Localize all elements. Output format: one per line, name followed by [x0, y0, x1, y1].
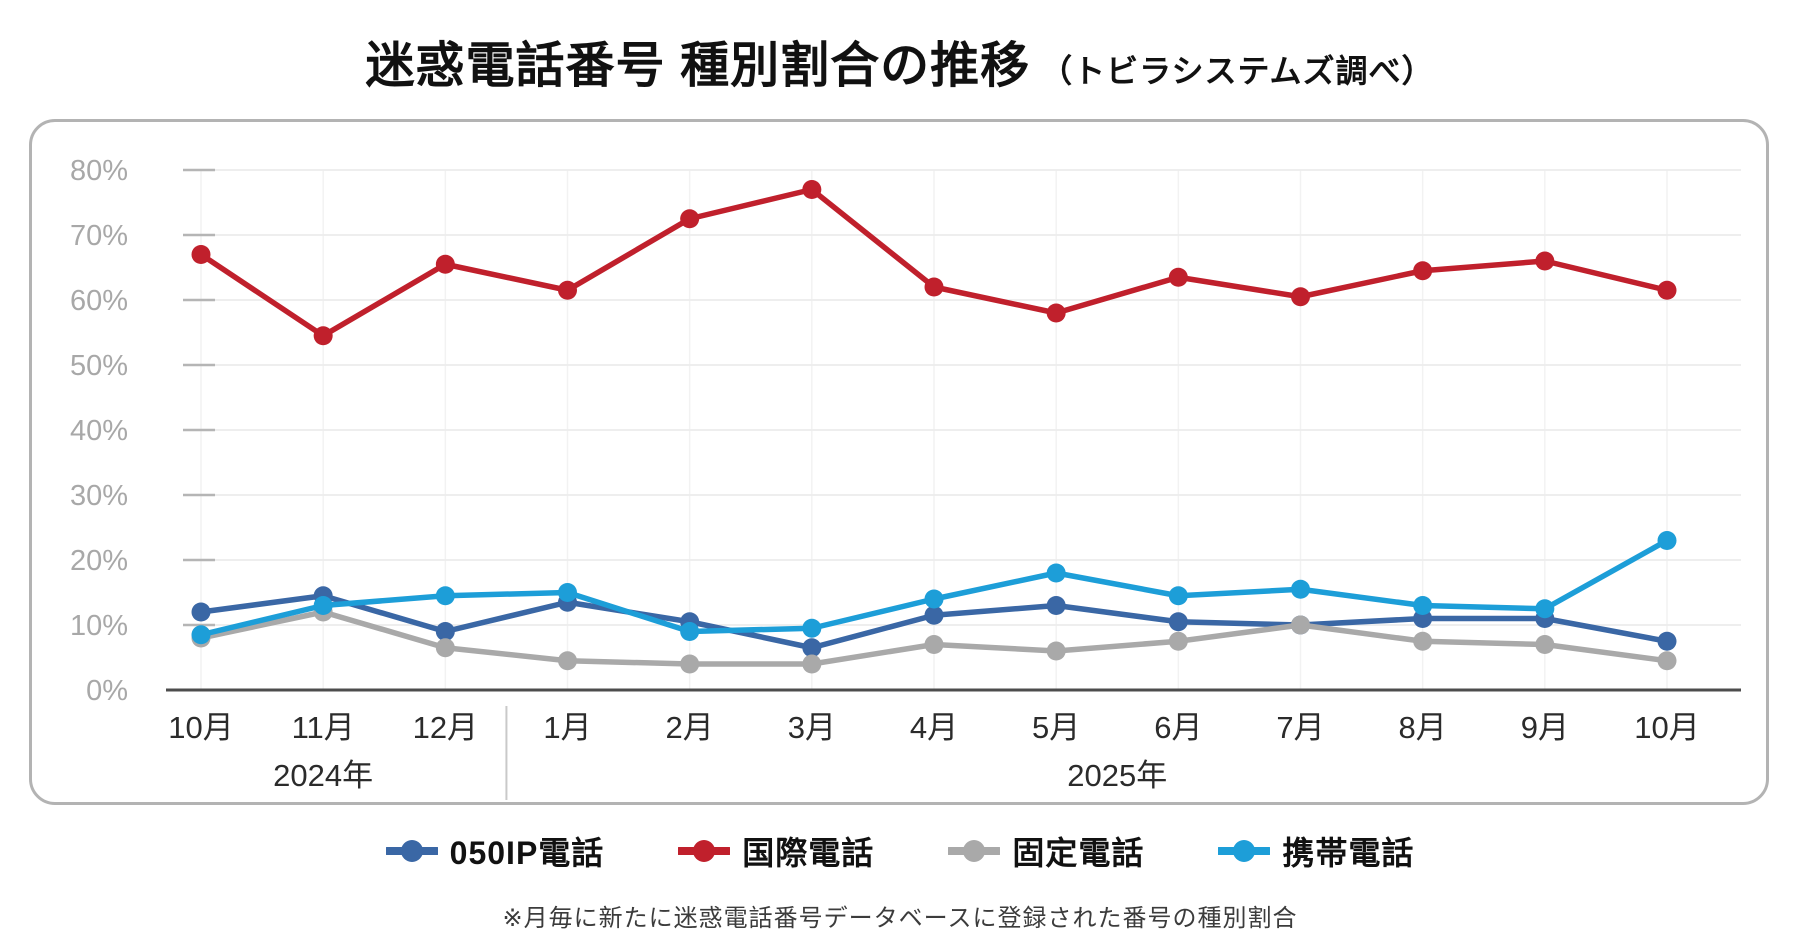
x-tick-label: 7月 [1276, 710, 1324, 745]
data-point-国際電話 [924, 277, 944, 297]
y-tick-label: 60% [70, 285, 128, 317]
data-point-固定電話 [435, 638, 455, 658]
chart-legend: 050IP電話 国際電話 固定電話 携帯電話 [0, 828, 1800, 874]
legend-marker-icon [385, 840, 438, 862]
data-point-国際電話 [1291, 287, 1310, 307]
data-point-携帯電話 [680, 622, 700, 641]
data-point-携帯電話 [1046, 563, 1066, 583]
y-tick-label: 80% [70, 155, 128, 187]
data-point-050IP電話 [1046, 596, 1066, 615]
legend-label: 携帯電話 [1282, 835, 1415, 871]
data-point-携帯電話 [313, 596, 333, 615]
legend-item-携帯電話: 携帯電話 [1218, 828, 1414, 874]
x-tick-label: 6月 [1154, 710, 1202, 745]
chart-footnote: ※月毎に新たに迷惑電話番号データベースに登録された番号の種別割合 [502, 905, 1298, 932]
legend-item-国際電話: 国際電話 [678, 828, 874, 874]
data-point-国際電話 [1413, 261, 1433, 281]
data-point-050IP電話 [924, 605, 944, 625]
data-point-050IP電話 [1168, 612, 1188, 632]
data-point-固定電話 [1535, 635, 1555, 654]
legend-marker-icon [1218, 840, 1271, 862]
data-point-国際電話 [1535, 251, 1555, 271]
y-tick-label: 20% [70, 545, 128, 577]
data-point-固定電話 [1046, 641, 1066, 661]
data-point-携帯電話 [1291, 579, 1310, 599]
x-tick-label: 1月 [543, 710, 591, 745]
x-tick-label: 11月 [292, 710, 355, 745]
data-point-国際電話 [191, 245, 211, 264]
y-tick-label: 50% [70, 350, 128, 382]
legend-label: 国際電話 [742, 835, 875, 871]
data-point-携帯電話 [1535, 599, 1555, 619]
x-tick-label: 4月 [910, 710, 958, 745]
data-point-固定電話 [1168, 631, 1188, 651]
data-point-050IP電話 [191, 602, 211, 622]
legend-label: 固定電話 [1012, 835, 1145, 871]
y-tick-label: 70% [70, 220, 128, 252]
legend-label: 050IP電話 [449, 835, 605, 871]
data-point-国際電話 [435, 254, 455, 274]
chart-title-main: 迷惑電話番号 種別割合の推移 [365, 39, 1031, 93]
y-tick-label: 10% [70, 610, 128, 642]
data-point-携帯電話 [1413, 596, 1433, 615]
legend-marker-icon [678, 840, 731, 862]
data-point-国際電話 [1046, 303, 1066, 323]
data-point-携帯電話 [924, 589, 944, 609]
data-point-固定電話 [1413, 631, 1433, 651]
data-point-国際電話 [1168, 267, 1188, 287]
data-point-携帯電話 [1657, 531, 1677, 550]
x-tick-label: 10月 [168, 710, 233, 745]
x-tick-label: 12月 [413, 710, 478, 745]
data-point-国際電話 [1657, 280, 1677, 300]
legend-item-固定電話: 固定電話 [948, 828, 1144, 874]
data-point-固定電話 [1657, 651, 1677, 671]
data-point-携帯電話 [802, 618, 822, 638]
x-tick-label: 2月 [666, 710, 714, 745]
data-point-050IP電話 [1413, 609, 1433, 628]
data-point-携帯電話 [435, 586, 455, 606]
y-tick-label: 40% [70, 415, 128, 447]
data-point-国際電話 [313, 326, 333, 346]
data-point-携帯電話 [1168, 586, 1188, 606]
chart-title-sub: （トビラシステムズ調べ） [1040, 53, 1435, 89]
y-tick-label: 30% [70, 480, 128, 512]
data-point-国際電話 [558, 280, 577, 300]
data-point-国際電話 [802, 180, 822, 199]
data-point-国際電話 [680, 209, 700, 229]
x-tick-label: 10月 [1634, 710, 1699, 745]
legend-item-050IP電話: 050IP電話 [385, 828, 605, 874]
data-point-固定電話 [1291, 615, 1310, 635]
data-point-固定電話 [558, 651, 577, 671]
year-label: 2025年 [1067, 758, 1167, 793]
data-point-携帯電話 [191, 625, 211, 645]
data-point-050IP電話 [1657, 631, 1677, 651]
x-tick-label: 9月 [1521, 710, 1569, 745]
x-tick-label: 3月 [788, 710, 836, 745]
data-point-固定電話 [802, 654, 822, 674]
data-point-固定電話 [680, 654, 700, 674]
page-title: 迷惑電話番号 種別割合の推移 （トビラシステムズ調べ） [0, 26, 1800, 97]
year-label: 2024年 [273, 758, 373, 793]
legend-marker-icon [948, 840, 1001, 862]
data-point-050IP電話 [802, 638, 822, 658]
x-tick-label: 8月 [1399, 710, 1447, 745]
y-tick-label: 0% [86, 675, 128, 707]
data-point-携帯電話 [558, 583, 577, 602]
data-point-050IP電話 [435, 622, 455, 641]
data-point-固定電話 [924, 635, 944, 654]
x-tick-label: 5月 [1032, 710, 1080, 745]
